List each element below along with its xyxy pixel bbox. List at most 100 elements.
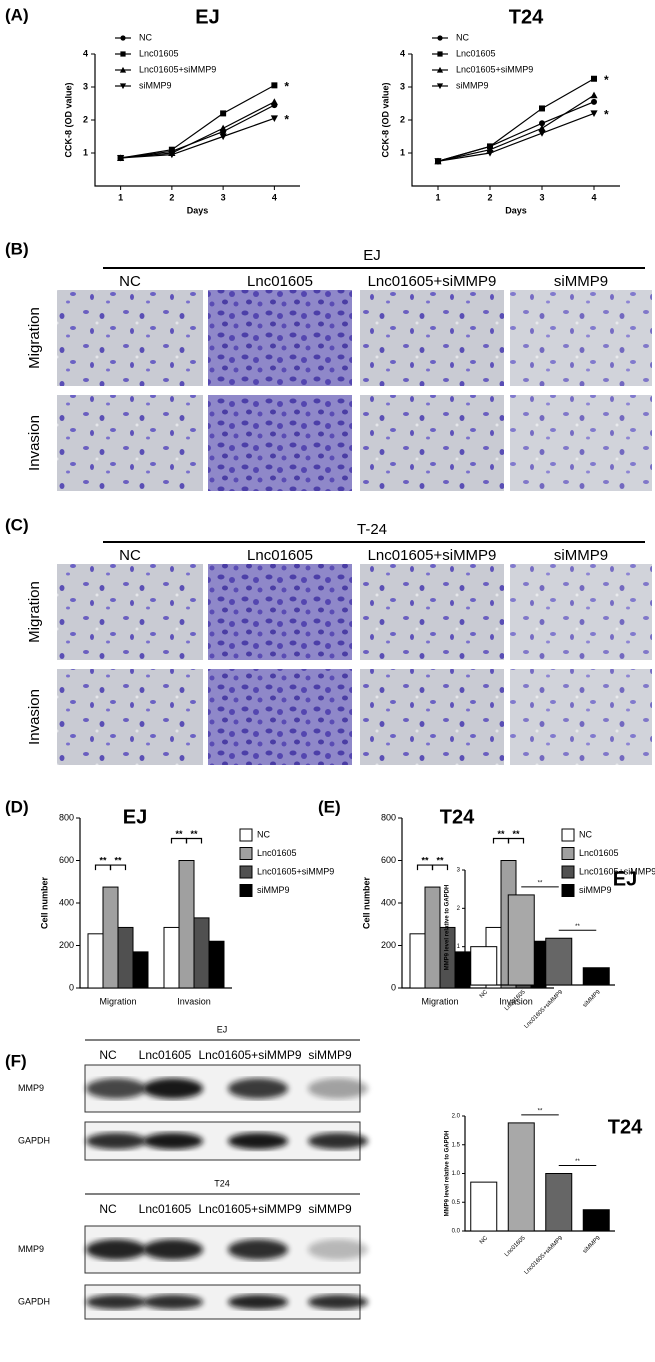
- lane-label: siMMP9: [308, 1202, 352, 1216]
- blot-band: [308, 1294, 368, 1310]
- marker: [168, 151, 176, 159]
- y-tick-label: 4: [83, 48, 88, 58]
- cell-line-label: T-24: [357, 521, 387, 538]
- micrograph: [57, 290, 203, 386]
- bar: [117, 926, 134, 989]
- column-label: Lnc01605: [247, 273, 313, 290]
- legend-label: siMMP9: [257, 885, 290, 895]
- bar: [424, 886, 441, 989]
- blot-band: [228, 1132, 288, 1150]
- x-tick-label: 4: [591, 192, 596, 202]
- bracket: [507, 837, 525, 844]
- series-line: [120, 117, 275, 159]
- legend-swatch: [239, 884, 253, 897]
- bracket: [109, 864, 127, 871]
- y-axis-label: MMP9 level relative to GAPDH: [445, 1131, 451, 1217]
- row-label: MMP9: [18, 1244, 44, 1254]
- blot-band: [86, 1239, 146, 1260]
- blot-band: [86, 1294, 146, 1310]
- y-tick-label: 400: [381, 897, 396, 907]
- legend-swatch: [561, 865, 575, 879]
- x-axis-label: Days: [505, 205, 527, 215]
- y-tick-label: 3: [457, 868, 461, 874]
- blot-band: [308, 1132, 368, 1150]
- bar: [470, 1181, 498, 1232]
- marker: [539, 105, 545, 112]
- bar: [208, 940, 225, 989]
- blot-band: [86, 1132, 146, 1150]
- y-tick-label: 2: [457, 906, 461, 912]
- bracket: [185, 837, 203, 844]
- y-tick-label: 0.0: [452, 1229, 461, 1235]
- y-tick-label: 0.5: [452, 1200, 461, 1206]
- marker: [434, 158, 442, 165]
- micrograph: [57, 564, 203, 660]
- marker: [117, 154, 125, 162]
- y-tick-label: 200: [381, 940, 396, 950]
- lane-label: Lnc01605+siMMP9: [198, 1202, 301, 1216]
- y-tick-label: 1.0: [452, 1171, 461, 1177]
- row-label: Migration: [26, 581, 43, 643]
- blot-band: [143, 1239, 203, 1260]
- y-tick-label: 2.0: [452, 1114, 461, 1120]
- legend-swatch: [239, 865, 253, 879]
- annotation: **: [190, 829, 198, 839]
- axis: [411, 54, 620, 187]
- micrograph: [510, 395, 652, 491]
- bar: [409, 933, 426, 989]
- lane-label: NC: [99, 1202, 117, 1216]
- marker: [119, 83, 127, 90]
- legend-label: NC: [579, 829, 592, 839]
- cell-line-label: T24: [214, 1178, 230, 1188]
- legend-label: Lnc01605+siMMP9: [139, 64, 216, 74]
- bar: [178, 860, 195, 989]
- annotation: **: [175, 829, 183, 839]
- annotation: **: [538, 880, 543, 886]
- x-tick-label: Lnc01605+siMMP9: [524, 1235, 565, 1276]
- cell-line-label: EJ: [217, 1024, 228, 1034]
- column-label: NC: [119, 547, 141, 564]
- panel-label: (D): [5, 797, 29, 816]
- x-tick-label: 2: [169, 192, 174, 202]
- lane-label: Lnc01605: [139, 1202, 192, 1216]
- chart-title: EJ: [613, 868, 637, 890]
- series-line: [120, 84, 275, 159]
- x-tick-label: siMMP9: [582, 989, 602, 1009]
- marker: [271, 82, 278, 89]
- x-tick-label: Invasion: [499, 996, 533, 1006]
- bar: [454, 951, 471, 989]
- bar: [163, 926, 180, 989]
- marker: [219, 124, 227, 132]
- y-tick-label: 1.5: [452, 1142, 461, 1148]
- annotation: **: [436, 855, 444, 865]
- panel-label: (E): [318, 797, 341, 816]
- micrograph: [510, 564, 652, 660]
- x-tick-label: siMMP9: [582, 1235, 602, 1255]
- x-tick-label: 1: [118, 192, 123, 202]
- annotation: *: [604, 108, 609, 122]
- x-tick-label: Lnc01605+siMMP9: [524, 989, 565, 1030]
- annotation: **: [99, 855, 107, 865]
- y-tick-label: 800: [381, 812, 396, 822]
- y-axis-label: Cell number: [39, 877, 49, 930]
- series-line: [120, 104, 275, 159]
- y-tick-label: 0: [391, 982, 396, 992]
- legend-label: NC: [257, 829, 270, 839]
- lane-label: NC: [99, 1048, 117, 1062]
- y-tick-label: 200: [59, 940, 74, 950]
- annotation: *: [284, 113, 289, 127]
- marker: [219, 133, 227, 141]
- y-axis-label: CCK-8 (OD value): [380, 82, 390, 157]
- legend-label: siMMP9: [456, 80, 489, 90]
- column-label: Lnc01605: [247, 547, 313, 564]
- blot-band: [308, 1239, 368, 1260]
- y-tick-label: 1: [400, 147, 405, 157]
- micrograph: [360, 290, 504, 386]
- y-tick-label: 2: [400, 114, 405, 124]
- y-axis-label: CCK-8 (OD value): [63, 82, 73, 157]
- legend-swatch: [561, 884, 575, 897]
- marker: [538, 124, 546, 132]
- legend-label: NC: [139, 32, 152, 42]
- annotation: **: [575, 1159, 580, 1165]
- y-tick-label: 600: [381, 855, 396, 865]
